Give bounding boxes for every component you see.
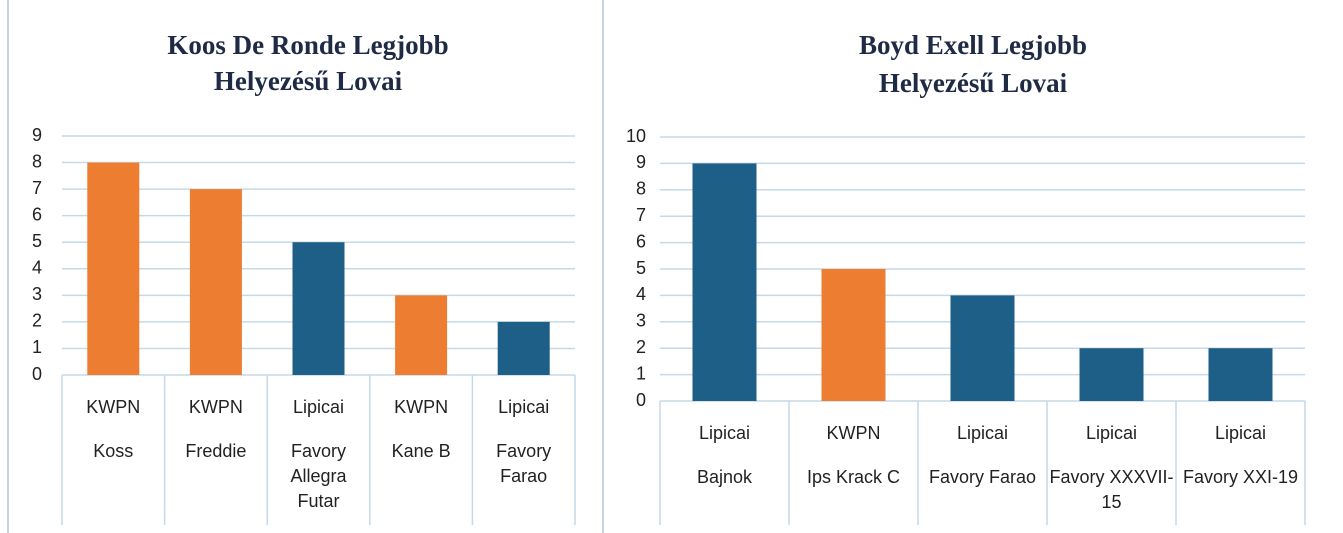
chart-title: Koos De Ronde Legjobb (167, 30, 448, 60)
x-tick-label-box: Favory XXI-19 (1182, 467, 1299, 487)
category-group-label-box: KWPN (86, 397, 141, 417)
y-tick-label: 9 (636, 152, 646, 172)
category-group-label-box: Lipicai (1085, 423, 1138, 443)
bar (87, 162, 140, 375)
y-tick-label: 1 (32, 337, 42, 357)
x-tick-label-box: Kane B (391, 441, 451, 461)
y-tick-label: 1 (636, 363, 646, 383)
category-group-label: Lipicai (956, 423, 1009, 443)
category-group-label: Lipicai (698, 423, 751, 443)
x-tick-label: Koss (93, 441, 134, 461)
category-group-label: Lipicai (1214, 423, 1267, 443)
y-tick-label: 5 (636, 258, 646, 278)
bar (497, 321, 550, 375)
category-group-label-box: KWPN (394, 397, 449, 417)
x-tick-label-box: Favory Allegra Futar (290, 441, 347, 511)
bar (950, 295, 1015, 401)
category-group-label-box: KWPN (826, 423, 881, 443)
x-tick-label-box: Bajnok (696, 467, 753, 487)
category-group-label-box: Lipicai (498, 397, 550, 417)
category-group-label: KWPN (188, 397, 243, 417)
x-tick-label-box: Favory Farao (928, 467, 1037, 487)
x-tick-label-box: Ips Krack C (806, 467, 901, 487)
y-tick-label: 3 (636, 311, 646, 331)
x-tick-label: Favory Farao (928, 467, 1037, 487)
x-tick-label: Bajnok (696, 467, 753, 487)
bar (692, 163, 757, 401)
x-tick-label-box: Favory XXXVII-15 (1049, 467, 1174, 512)
x-tick-label: Kane B (391, 441, 451, 461)
chart-title: Boyd Exell Legjobb (859, 30, 1087, 60)
y-tick-label: 8 (32, 151, 42, 171)
y-tick-label: 0 (636, 390, 646, 410)
y-tick-label: 0 (32, 364, 42, 384)
chart-title: Helyezésű Lovai (214, 66, 403, 96)
category-group-label-box: Lipicai (1214, 423, 1267, 443)
y-tick-label: 7 (32, 178, 42, 198)
category-group-label-box: KWPN (188, 397, 243, 417)
bar (292, 242, 345, 375)
bar (395, 295, 448, 375)
category-group-label: Lipicai (498, 397, 550, 417)
y-tick-label: 3 (32, 284, 42, 304)
bar (1208, 348, 1273, 401)
y-tick-label: 6 (636, 231, 646, 251)
category-group-label-box: Lipicai (292, 397, 344, 417)
y-tick-label: 5 (32, 231, 42, 251)
y-tick-label: 7 (636, 205, 646, 225)
x-tick-label: Favory XXI-19 (1182, 467, 1299, 487)
x-tick-label-box: Freddie (185, 441, 247, 461)
category-group-label: KWPN (826, 423, 881, 443)
y-tick-label: 2 (32, 311, 42, 331)
category-group-label: KWPN (86, 397, 141, 417)
y-tick-label: 10 (626, 126, 646, 146)
bar (189, 189, 242, 375)
bar (1079, 348, 1144, 401)
y-tick-label: 4 (636, 284, 646, 304)
category-group-label: KWPN (394, 397, 449, 417)
y-tick-label: 4 (32, 258, 42, 278)
y-tick-label: 9 (32, 125, 42, 145)
y-tick-label: 6 (32, 204, 42, 224)
x-tick-label-box: Favory Farao (496, 441, 552, 486)
category-group-label-box: Lipicai (698, 423, 751, 443)
bar (821, 269, 886, 401)
y-tick-label: 8 (636, 179, 646, 199)
category-group-label: Lipicai (292, 397, 344, 417)
x-tick-label: Favory Farao (496, 441, 552, 486)
x-tick-label-box: Koss (93, 441, 134, 461)
category-group-label: Lipicai (1085, 423, 1138, 443)
x-tick-label: Freddie (185, 441, 247, 461)
y-tick-label: 2 (636, 337, 646, 357)
chart-title: Helyezésű Lovai (879, 68, 1068, 98)
x-tick-label: Favory XXXVII-15 (1049, 467, 1174, 512)
x-tick-label: Ips Krack C (806, 467, 901, 487)
category-group-label-box: Lipicai (956, 423, 1009, 443)
x-tick-label: Favory Allegra Futar (290, 441, 347, 511)
